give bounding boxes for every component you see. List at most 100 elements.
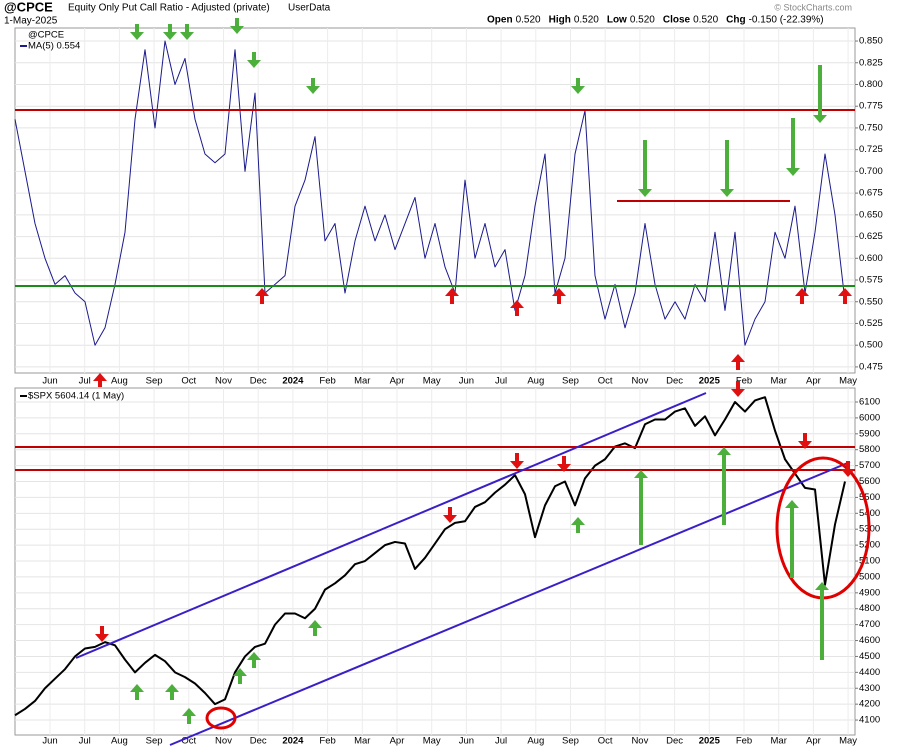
- date: 1-May-2025: [4, 16, 58, 27]
- top-panel: [14, 27, 856, 374]
- arrow-head: [634, 470, 648, 478]
- x-tick-label: Jun: [42, 736, 57, 747]
- x-tick-label: Feb: [319, 736, 335, 747]
- y-tick-label: 5800: [859, 444, 880, 455]
- x-tick-label: Aug: [527, 736, 544, 747]
- arrow-head: [638, 189, 652, 197]
- x-tick-label: Oct: [181, 376, 196, 387]
- y-tick-label: 4600: [859, 635, 880, 646]
- x-tick-label: Sep: [146, 376, 163, 387]
- y-tick-label: 0.825: [859, 57, 883, 68]
- x-tick-label: 2024: [282, 736, 304, 747]
- arrow-head: [510, 461, 524, 469]
- x-tick-label: Apr: [806, 736, 821, 747]
- arrow-head: [247, 652, 261, 660]
- arrow-head: [180, 32, 194, 40]
- x-tick-label: Aug: [111, 736, 128, 747]
- y-tick-label: 0.550: [859, 296, 883, 307]
- x-tick-label: Sep: [146, 736, 163, 747]
- arrow-head: [445, 288, 459, 296]
- arrow-head: [93, 373, 107, 381]
- arrow-head: [163, 32, 177, 40]
- y-tick-label: 0.725: [859, 144, 883, 155]
- arrow-head: [230, 26, 244, 34]
- y-tick-label: 0.700: [859, 166, 883, 177]
- y-tick-label: 4900: [859, 587, 880, 598]
- legend-entry: MA(5) 0.554: [28, 41, 80, 52]
- legend-entry: @CPCE: [28, 30, 64, 41]
- arrow-head: [785, 500, 799, 508]
- x-tick-label: Mar: [771, 736, 787, 747]
- arrow-head: [557, 464, 571, 472]
- source: UserData: [288, 3, 331, 14]
- arrow-head: [165, 684, 179, 692]
- x-tick-label: Jul: [495, 376, 507, 387]
- annotations: [15, 18, 871, 746]
- x-tick-label: May: [423, 736, 441, 747]
- x-tick-label: Feb: [736, 376, 752, 387]
- x-tick-label: Nov: [631, 376, 648, 387]
- x-tick-label: Sep: [562, 376, 579, 387]
- arrow-head: [182, 708, 196, 716]
- x-tick-label: Jun: [459, 736, 474, 747]
- x-tick-label: Apr: [806, 376, 821, 387]
- x-tick-label: Nov: [631, 736, 648, 747]
- x-tick-label: Dec: [666, 376, 683, 387]
- y-tick-label: 4100: [859, 715, 880, 726]
- arrow-head: [308, 620, 322, 628]
- quote-label: Close: [663, 15, 691, 26]
- x-tick-label: Jul: [79, 736, 91, 747]
- y-tick-label: 0.675: [859, 188, 883, 199]
- y-tick-label: 6000: [859, 412, 880, 423]
- series-line: [14, 40, 846, 346]
- x-tick-label: Dec: [250, 376, 267, 387]
- x-tick-label: Aug: [527, 376, 544, 387]
- legend-entry: $SPX 5604.14 (1 May): [28, 391, 124, 402]
- y-tick-label: 0.650: [859, 209, 883, 220]
- arrow-head: [731, 354, 745, 362]
- x-tick-label: Nov: [215, 376, 232, 387]
- arrow-head: [571, 517, 585, 525]
- x-tick-label: Mar: [354, 376, 370, 387]
- y-tick-label: 4500: [859, 651, 880, 662]
- x-tick-label: Jun: [42, 376, 57, 387]
- arrow-head: [798, 441, 812, 449]
- arrow-head: [841, 469, 855, 477]
- quote-value: 0.520: [574, 15, 599, 26]
- x-tick-label: Jul: [79, 376, 91, 387]
- y-tick-label: 5000: [859, 571, 880, 582]
- arrow-head: [571, 86, 585, 94]
- x-tick-label: 2024: [282, 376, 304, 387]
- x-tick-label: Apr: [390, 376, 405, 387]
- y-tick-label: 0.750: [859, 122, 883, 133]
- symbol: @CPCE: [4, 0, 53, 14]
- credit: © StockCharts.com: [774, 2, 852, 12]
- arrow-head: [552, 288, 566, 296]
- arrow-head: [247, 60, 261, 68]
- y-tick-label: 5900: [859, 428, 880, 439]
- channel-lower: [169, 461, 851, 746]
- quote-value: 0.520: [693, 15, 718, 26]
- x-tick-label: May: [423, 376, 441, 387]
- x-tick-label: Aug: [111, 376, 128, 387]
- arrow-head: [255, 288, 269, 296]
- x-tick-label: Mar: [354, 736, 370, 747]
- x-tick-label: Jun: [459, 376, 474, 387]
- quote-label: Low: [607, 15, 627, 26]
- y-tick-label: 0.775: [859, 101, 883, 112]
- y-tick-label: 6100: [859, 397, 880, 408]
- x-tick-label: Feb: [736, 736, 752, 747]
- x-tick-label: Nov: [215, 736, 232, 747]
- title: Equity Only Put Call Ratio - Adjusted (p…: [68, 3, 270, 14]
- x-tick-label: Oct: [598, 736, 613, 747]
- x-tick-label: Oct: [598, 376, 613, 387]
- series-line: [14, 396, 846, 717]
- y-tick-label: 0.475: [859, 361, 883, 372]
- quote-value: 0.520: [630, 15, 655, 26]
- arrow-head: [233, 668, 247, 676]
- quote-label: Chg: [726, 15, 745, 26]
- arrow-head: [510, 300, 524, 308]
- y-tick-label: 4400: [859, 667, 880, 678]
